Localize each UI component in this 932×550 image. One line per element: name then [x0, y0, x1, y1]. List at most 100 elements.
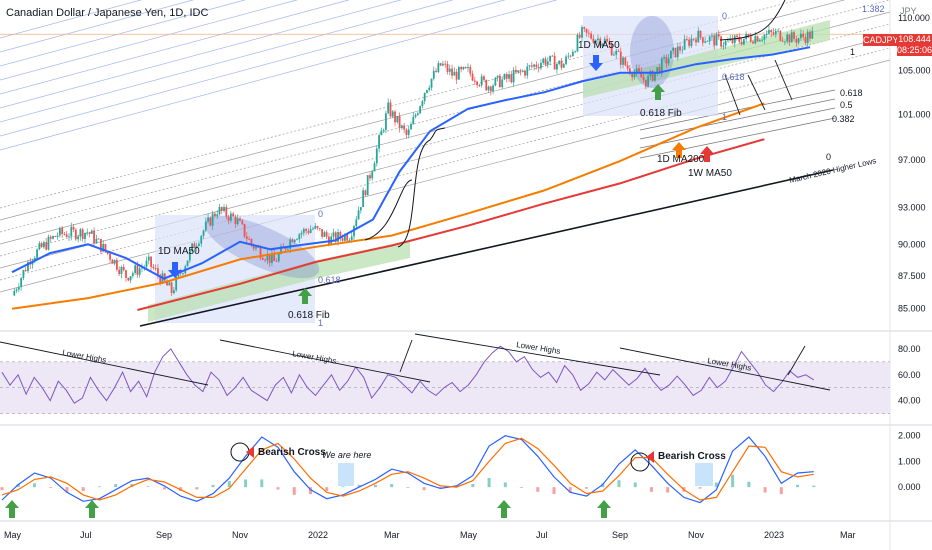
candle-body: [727, 40, 729, 42]
candle-body: [195, 245, 198, 249]
candle-body: [229, 213, 232, 221]
candle-body: [362, 190, 365, 208]
rsi-trendline: [0, 341, 209, 386]
candle-body: [471, 73, 474, 81]
candle-body: [298, 234, 301, 240]
fib-extension-line: [639, 117, 836, 159]
candle-body: [371, 171, 374, 179]
candle-body: [656, 67, 659, 73]
candle-body: [505, 74, 508, 79]
chart-title: Canadian Dollar / Japanese Yen, 1D, IDC: [6, 7, 209, 19]
macd-histogram-bar: [666, 487, 670, 493]
candle-body: [442, 63, 444, 66]
macd-histogram-bar: [49, 487, 53, 488]
candle-body: [469, 67, 472, 74]
candle-body: [581, 27, 583, 38]
candle-body: [353, 226, 355, 237]
bearish-cross-label: Bearish Cross: [258, 447, 326, 458]
buy-signal-arrow: [85, 500, 99, 518]
candle-body: [453, 71, 456, 76]
candle-body: [157, 268, 159, 276]
candle-body: [738, 36, 741, 42]
candle-body: [389, 102, 392, 117]
candle-body: [708, 36, 711, 42]
macd-histogram-bar: [552, 487, 556, 495]
candle-body: [464, 66, 467, 69]
candle-body: [690, 38, 693, 46]
buy-signal-arrow: [597, 500, 611, 518]
candle-body: [293, 239, 296, 243]
fib-extension-line: [639, 107, 836, 149]
price-tick-label: 90.000: [898, 239, 926, 249]
macd-histogram-bar: [260, 479, 264, 488]
channel-line-upper: [0, 0, 143, 39]
candle-body: [159, 275, 162, 284]
candle-body: [467, 67, 469, 69]
channel-line-upper: [0, 0, 195, 53]
macd-histogram-bar: [325, 487, 329, 491]
candle-body: [166, 280, 168, 286]
candle-body: [416, 113, 419, 116]
macd-histogram-bar: [195, 487, 199, 490]
candle-body: [706, 41, 709, 43]
candle-body: [236, 218, 239, 224]
macd-histogram-bar: [227, 480, 231, 488]
candle-body: [688, 39, 691, 46]
buy-signal-arrow: [5, 500, 19, 518]
candle-body: [314, 226, 317, 229]
channel-line-lower: [0, 23, 891, 257]
candle-body: [784, 41, 786, 43]
candle-body: [601, 43, 604, 47]
candle-body: [565, 56, 567, 65]
label-fib-0382: 0.382: [832, 114, 855, 124]
candle-body: [122, 267, 125, 271]
channel-line-upper: [0, 0, 299, 81]
macd-histogram-bar: [390, 484, 394, 488]
candle-body: [104, 243, 107, 252]
candle-body: [275, 260, 278, 262]
projection-curve: [719, 0, 786, 41]
price-tick-label: 93.000: [898, 202, 926, 212]
candle-body: [291, 239, 294, 243]
candle-body: [613, 54, 615, 56]
candle-body: [245, 236, 248, 239]
candle-body: [348, 240, 351, 241]
macd-histogram-bar: [568, 487, 572, 493]
time-axis-label: Mar: [840, 530, 856, 540]
candle-body: [699, 30, 702, 38]
projection-curve: [397, 127, 446, 248]
candle-body: [216, 214, 219, 217]
candle-body: [202, 230, 205, 236]
candle-body: [214, 213, 216, 217]
candle-body: [120, 267, 123, 275]
macd-histogram-bar: [16, 484, 20, 488]
candle-body: [556, 63, 558, 70]
arrow-shaft: [501, 508, 507, 518]
candle-body: [45, 242, 48, 250]
buy-signal-arrow: [497, 500, 511, 518]
candle-body: [38, 243, 41, 250]
candle-body: [382, 129, 385, 131]
candle-body: [305, 229, 308, 231]
candle-body: [421, 101, 424, 107]
candle-body: [444, 63, 447, 65]
candle-body: [355, 219, 358, 227]
candle-body: [17, 287, 20, 290]
arrow-shaft: [172, 262, 178, 270]
candle-body: [36, 249, 38, 258]
candle-body: [437, 63, 440, 73]
arrow-shaft: [302, 296, 308, 304]
candle-body: [717, 34, 720, 37]
candle-body: [665, 56, 668, 64]
macd-line: [1, 435, 814, 504]
candle-body: [761, 39, 764, 41]
macd-histogram-bar: [114, 484, 118, 488]
candle-body: [521, 70, 524, 72]
candle-body: [325, 232, 328, 237]
macd-histogram-bar: [714, 482, 718, 488]
time-axis-label: May: [460, 530, 478, 540]
arrow-shaft: [593, 55, 599, 63]
label-fib-05: 0.5: [840, 100, 853, 110]
candle-body: [207, 217, 209, 222]
